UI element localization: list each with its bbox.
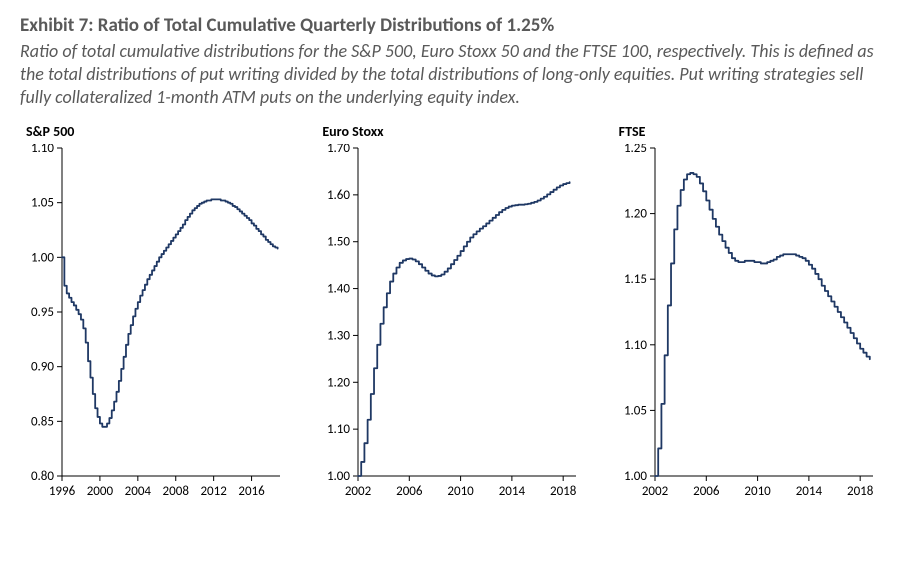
svg-text:1.10: 1.10 [31, 144, 54, 156]
svg-text:2002: 2002 [345, 484, 372, 499]
chart-title-ftse: FTSE [613, 123, 879, 140]
chart-title-eurostoxx: Euro Stoxx [316, 123, 582, 140]
svg-text:1.60: 1.60 [327, 188, 350, 203]
svg-text:1.00: 1.00 [31, 250, 54, 265]
svg-text:2008: 2008 [163, 484, 190, 499]
chart-panel-ftse: FTSE 1.00 1.05 1.10 1.15 1.20 1.25 2002 2006 201… [613, 123, 879, 504]
exhibit-subtitle: Ratio of total cumulative distributions … [20, 40, 879, 109]
svg-text:2000: 2000 [87, 484, 114, 499]
svg-text:1.40: 1.40 [327, 281, 350, 296]
svg-text:1.00: 1.00 [624, 469, 647, 484]
svg-text:2010: 2010 [448, 484, 475, 499]
svg-text:2014: 2014 [499, 484, 526, 499]
svg-text:0.80: 0.80 [31, 469, 54, 484]
svg-text:1996: 1996 [49, 484, 76, 499]
svg-text:2016: 2016 [238, 484, 265, 499]
chart-panel-sp500: S&P 500 0.80 0.85 0.90 0.95 1.00 1.05 1.10 1996… [20, 123, 286, 504]
svg-text:2006: 2006 [693, 484, 720, 499]
svg-text:2004: 2004 [125, 484, 152, 499]
svg-text:1.30: 1.30 [327, 328, 350, 343]
svg-text:1.70: 1.70 [327, 144, 350, 156]
svg-text:1.20: 1.20 [327, 375, 350, 390]
svg-text:1.05: 1.05 [31, 196, 54, 211]
svg-text:2010: 2010 [744, 484, 771, 499]
chart-panel-eurostoxx: Euro Stoxx 1.001.101.201.301.401.501.601… [316, 123, 582, 504]
svg-text:1.00: 1.00 [327, 469, 350, 484]
chart-svg-sp500: 0.80 0.85 0.90 0.95 1.00 1.05 1.10 1996 2000 2004… [20, 144, 286, 504]
chart-svg-ftse: 1.00 1.05 1.10 1.15 1.20 1.25 2002 2006 2010 2014… [613, 144, 879, 504]
exhibit-title: Exhibit 7: Ratio of Total Cumulative Qua… [20, 14, 879, 38]
svg-text:1.10: 1.10 [327, 422, 350, 437]
svg-text:1.15: 1.15 [624, 272, 647, 287]
svg-text:2014: 2014 [795, 484, 822, 499]
svg-text:1.25: 1.25 [624, 144, 647, 156]
svg-text:1.05: 1.05 [624, 403, 647, 418]
svg-text:2012: 2012 [200, 484, 227, 499]
chart-svg-eurostoxx: 1.00 1.10 1.20 1.30 1.40 1.50 1.60 1.70 2002 2006… [316, 144, 582, 504]
chart-title-sp500: S&P 500 [20, 123, 286, 140]
svg-text:0.95: 0.95 [31, 305, 54, 320]
svg-text:2018: 2018 [550, 484, 577, 499]
svg-text:2006: 2006 [396, 484, 423, 499]
svg-text:0.90: 0.90 [31, 360, 54, 375]
svg-text:1.50: 1.50 [327, 235, 350, 250]
svg-text:1.10: 1.10 [624, 338, 647, 353]
svg-text:2002: 2002 [641, 484, 668, 499]
svg-text:1.20: 1.20 [624, 206, 647, 221]
svg-text:2018: 2018 [847, 484, 874, 499]
svg-text:0.85: 0.85 [31, 414, 54, 429]
charts-row: S&P 500 0.80 0.85 0.90 0.95 1.00 1.05 1.10 1996… [20, 123, 879, 504]
